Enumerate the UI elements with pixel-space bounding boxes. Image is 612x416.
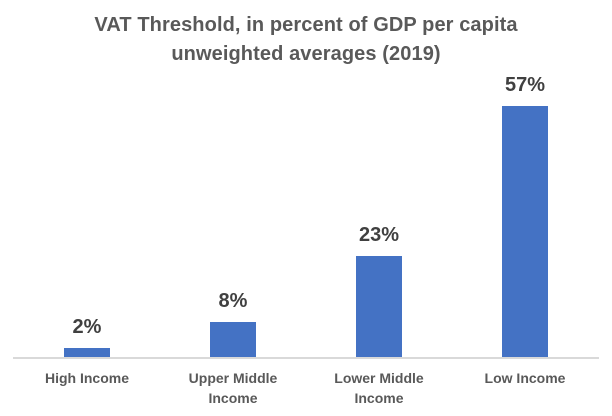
category-label: Upper Middle Income — [188, 370, 278, 406]
bar-group: 57% — [452, 75, 598, 357]
bar-group: 8% — [160, 291, 306, 357]
bar-value-label: 23% — [358, 223, 400, 246]
bar-group: 23% — [306, 225, 452, 357]
bar — [210, 321, 256, 357]
category-labels-container: High Income Upper Middle Income Lower Midd… — [14, 368, 598, 408]
chart-title-line-1: VAT Threshold, in percent of GDP per cap… — [94, 14, 518, 36]
category-label: High Income — [44, 370, 129, 386]
x-axis-baseline — [13, 357, 599, 359]
category-cell: High Income — [14, 368, 160, 388]
bar-value-label: 8% — [218, 289, 248, 312]
category-cell: Low Income — [452, 368, 598, 388]
bar — [502, 106, 548, 357]
bar — [356, 255, 402, 357]
bar — [64, 348, 110, 357]
category-label: Low Income — [484, 370, 566, 386]
bar-group: 2% — [14, 317, 160, 357]
category-label: Lower Middle Income — [334, 370, 424, 406]
category-cell: Lower Middle Income — [306, 368, 452, 408]
category-cell: Upper Middle Income — [160, 368, 306, 408]
bar-value-label: 57% — [504, 74, 546, 97]
bar-value-label: 2% — [72, 316, 102, 339]
chart-title-line-2: unweighted averages (2019) — [171, 43, 441, 65]
chart-title: VAT Threshold, in percent of GDP per cap… — [0, 11, 612, 69]
bars-container: 2% 8% 23% 57% — [14, 75, 598, 357]
